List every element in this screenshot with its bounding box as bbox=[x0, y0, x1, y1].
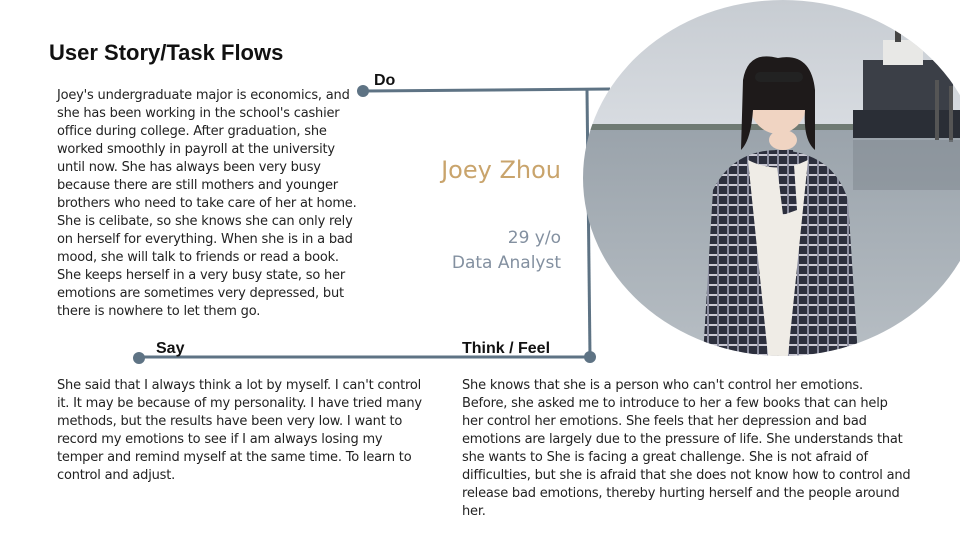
persona-bio: Joey's undergraduate major is economics,… bbox=[57, 88, 357, 319]
do-connector-line bbox=[362, 87, 611, 93]
say-node bbox=[133, 352, 145, 364]
persona-photo bbox=[583, 0, 960, 356]
vertical-connector-line bbox=[585, 89, 592, 358]
think-feel-heading: Think / Feel bbox=[462, 340, 551, 357]
persona-name: Joey Zhou bbox=[441, 156, 561, 184]
think-node bbox=[584, 351, 596, 363]
persona-age: 29 y/o bbox=[507, 228, 561, 248]
page-title: User Story/Task Flows bbox=[49, 40, 284, 65]
persona-job: Data Analyst bbox=[451, 253, 561, 273]
do-heading: Do bbox=[374, 72, 396, 89]
say-heading: Say bbox=[156, 340, 185, 357]
do-node bbox=[357, 85, 369, 97]
think-feel-text: She knows that she is a person who can't… bbox=[462, 378, 911, 519]
say-text: She said that I always think a lot by my… bbox=[57, 378, 422, 483]
